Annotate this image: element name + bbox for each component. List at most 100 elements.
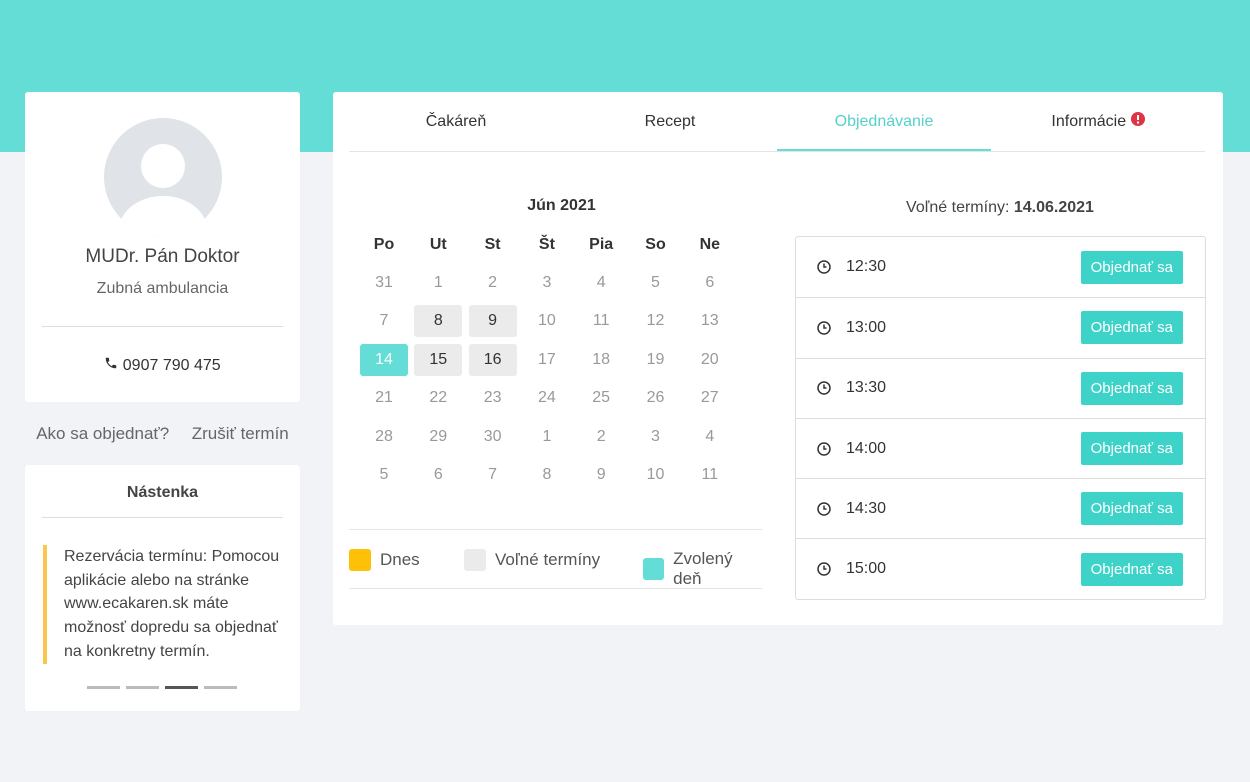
book-button[interactable]: Objednať sa [1080, 250, 1183, 284]
legend-swatch [349, 549, 371, 571]
day: 13 [700, 312, 719, 330]
day: 26 [646, 389, 665, 407]
slot-time: 15:00 [846, 560, 887, 578]
book-button[interactable]: Objednať sa [1080, 492, 1183, 526]
day: 5 [379, 466, 389, 483]
specialty: Zubná ambulancia [96, 280, 229, 297]
legend-item: Voľné termíny [464, 549, 600, 571]
day: 7 [379, 312, 389, 330]
tab-label: Recept [644, 113, 696, 130]
day: 19 [646, 350, 665, 368]
day: 28 [375, 427, 393, 445]
slots-label: Voľné termíny: [906, 199, 1010, 216]
phone-icon [106, 357, 117, 369]
dot[interactable] [165, 686, 198, 689]
legend: Dnes Voľné termíny Zvolený deň [349, 529, 762, 589]
day: 31 [375, 274, 393, 291]
board-text: Rezervácia termínu: Pomocou aplikácie al… [43, 545, 288, 664]
day: 6 [705, 274, 715, 291]
day: 25 [592, 389, 611, 407]
links: Ako sa objednať? Zrušiť termín [25, 424, 300, 444]
slots-heading: Voľné termíny: 14.06.2021 [795, 199, 1205, 217]
day: 1 [433, 274, 443, 291]
slot: 14:00 Objednať sa [796, 417, 1205, 478]
divider [42, 326, 283, 327]
main-card: Čakáreň Recept Objednávanie Informácie Jún … [333, 92, 1223, 625]
tabs: Čakáreň Recept Objednávanie Informácie [349, 92, 1205, 152]
day: 10 [537, 312, 556, 330]
legend-item: Dnes [349, 549, 420, 571]
day: 4 [705, 427, 715, 445]
tab-label: Čakáreň [425, 113, 487, 130]
slot-time: 12:30 [846, 258, 887, 276]
day: 12 [646, 312, 665, 330]
day[interactable]: 9 [468, 305, 517, 338]
day: 6 [433, 466, 443, 483]
dot[interactable] [126, 686, 159, 689]
book-button[interactable]: Objednať sa [1080, 552, 1183, 586]
day: 27 [700, 389, 719, 407]
clock-icon [817, 562, 831, 576]
day: 4 [596, 274, 606, 291]
board-card: Nástenka Rezervácia termínu: Pomocou apl… [25, 465, 300, 711]
tab-label: Objednávanie [834, 113, 934, 130]
clock-icon [817, 381, 831, 395]
slot-time: 14:00 [846, 439, 887, 457]
divider [42, 517, 283, 518]
day[interactable]: 8 [414, 305, 463, 338]
slots-date: 14.06.2021 [1013, 199, 1094, 216]
avatar [104, 118, 222, 236]
day[interactable]: 14 [360, 343, 408, 376]
day: 7 [488, 466, 498, 483]
day: 5 [651, 274, 660, 291]
weekday: Št [538, 236, 555, 253]
link[interactable]: Zrušiť termín [191, 424, 289, 443]
tab[interactable]: Informácie [991, 92, 1205, 151]
profile-card: MUDr. Pán Doktor Zubná ambulancia 0907 7… [25, 92, 300, 402]
day: 21 [375, 389, 393, 407]
day: 2 [488, 274, 498, 291]
dot[interactable] [87, 686, 120, 689]
link[interactable]: Ako sa objednať? [36, 424, 170, 443]
phone[interactable]: 0907 790 475 [25, 356, 300, 375]
day: 1 [542, 427, 552, 445]
slot: 13:30 Objednať sa [796, 357, 1205, 418]
info-badge [1130, 112, 1145, 126]
weekday: Po [373, 236, 395, 253]
tab[interactable]: Recept [563, 92, 777, 151]
clock-icon [817, 260, 831, 274]
doctor-name: MUDr. Pán Doktor [85, 246, 240, 267]
book-button[interactable]: Objednať sa [1080, 432, 1183, 466]
slot-list: 12:30 Objednať sa 13:00 Objednať sa 13:30 Obj… [795, 236, 1206, 600]
clock-icon [817, 502, 831, 516]
tab-label: Informácie [1051, 113, 1127, 130]
day: 3 [651, 427, 660, 445]
weekday: Ne [699, 236, 721, 253]
legend-swatch [464, 549, 486, 571]
day: 11 [701, 466, 719, 483]
tab[interactable]: Objednávanie [777, 92, 991, 151]
slot: 15:00 Objednať sa [796, 538, 1205, 598]
day: 3 [542, 274, 552, 291]
legend-label: Voľné termíny [495, 550, 601, 569]
day: 24 [537, 389, 556, 407]
day: 23 [483, 389, 502, 407]
clock-icon [817, 441, 831, 456]
book-button[interactable]: Objednať sa [1080, 371, 1183, 405]
slot: 12:30 Objednať sa [796, 237, 1205, 297]
tab[interactable]: Čakáreň [349, 92, 563, 151]
day[interactable]: 15 [414, 343, 463, 376]
day: 17 [537, 350, 556, 368]
day[interactable]: 16 [468, 343, 517, 376]
day: 29 [429, 427, 448, 445]
book-button[interactable]: Objednať sa [1080, 311, 1183, 345]
day: 11 [592, 312, 610, 330]
day: 8 [542, 466, 552, 483]
clock-icon [817, 321, 831, 335]
slot: 13:00 Objednať sa [796, 297, 1205, 357]
day: 30 [483, 427, 502, 445]
phone-number: 0907 790 475 [122, 357, 221, 374]
dot[interactable] [204, 686, 237, 689]
